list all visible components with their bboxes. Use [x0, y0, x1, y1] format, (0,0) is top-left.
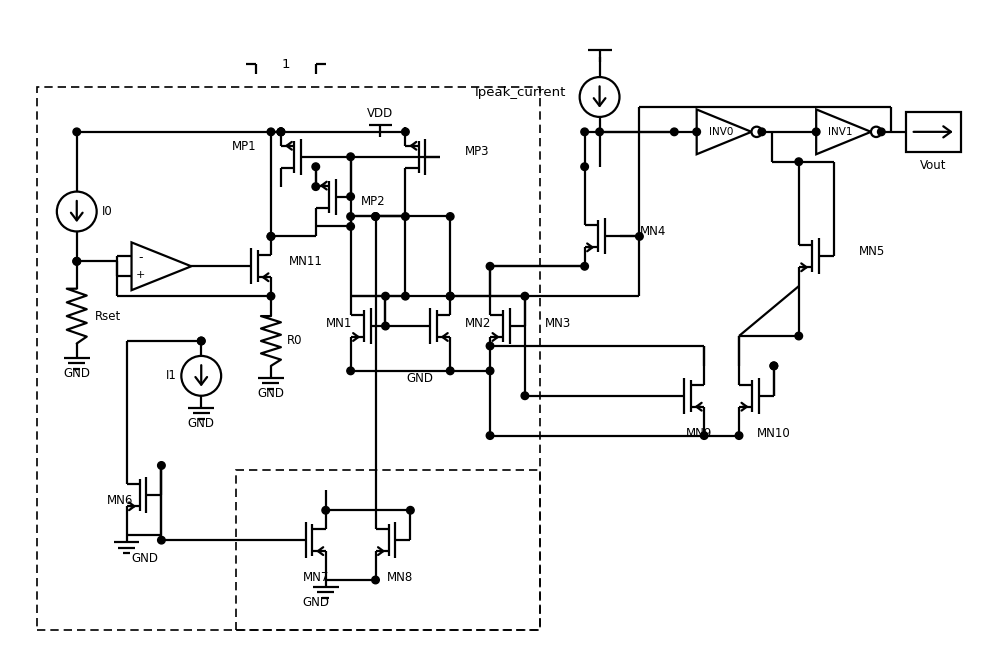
Circle shape — [73, 258, 81, 265]
Text: MN1: MN1 — [326, 317, 352, 329]
Circle shape — [277, 128, 285, 136]
Text: GND: GND — [407, 372, 434, 385]
Circle shape — [446, 293, 454, 300]
Text: INV1: INV1 — [828, 127, 853, 137]
Text: MP1: MP1 — [231, 140, 256, 153]
Circle shape — [486, 432, 494, 440]
Circle shape — [277, 128, 285, 136]
Text: GND: GND — [257, 387, 284, 401]
Text: Rset: Rset — [95, 309, 121, 323]
Circle shape — [446, 293, 454, 300]
Text: GND: GND — [132, 552, 159, 564]
Circle shape — [347, 153, 354, 160]
Circle shape — [878, 128, 885, 136]
Text: Ipeak_current: Ipeak_current — [475, 85, 566, 99]
Circle shape — [402, 213, 409, 220]
Text: MN4: MN4 — [639, 225, 666, 238]
Circle shape — [347, 193, 354, 201]
Circle shape — [795, 332, 803, 340]
Circle shape — [312, 183, 320, 191]
Text: MN5: MN5 — [859, 245, 885, 258]
Circle shape — [402, 128, 409, 136]
Circle shape — [758, 128, 766, 136]
Text: MP3: MP3 — [465, 145, 490, 158]
Circle shape — [382, 293, 389, 300]
Text: GND: GND — [188, 417, 215, 430]
Circle shape — [693, 128, 700, 136]
Text: 1: 1 — [282, 58, 290, 70]
Circle shape — [197, 338, 205, 345]
Circle shape — [581, 262, 588, 270]
Text: MP2: MP2 — [361, 195, 385, 208]
Circle shape — [812, 128, 820, 136]
Circle shape — [277, 128, 285, 136]
Circle shape — [347, 367, 354, 374]
Circle shape — [636, 233, 643, 240]
Circle shape — [486, 262, 494, 270]
Circle shape — [770, 362, 778, 370]
Text: MN10: MN10 — [757, 427, 791, 440]
Circle shape — [521, 392, 529, 399]
Circle shape — [402, 293, 409, 300]
Circle shape — [267, 233, 275, 240]
Text: Vout: Vout — [920, 159, 946, 172]
Text: MN7: MN7 — [303, 572, 329, 584]
Circle shape — [700, 432, 708, 440]
Circle shape — [521, 293, 529, 300]
Circle shape — [267, 293, 275, 300]
Circle shape — [486, 342, 494, 350]
Circle shape — [486, 367, 494, 374]
Circle shape — [795, 158, 803, 166]
Circle shape — [770, 362, 778, 370]
Text: MN9: MN9 — [686, 427, 712, 440]
Circle shape — [446, 213, 454, 220]
Text: MN2: MN2 — [465, 317, 492, 329]
Text: INV0: INV0 — [709, 127, 733, 137]
Circle shape — [73, 258, 81, 265]
Circle shape — [382, 322, 389, 330]
Text: MN8: MN8 — [387, 572, 414, 584]
Circle shape — [267, 128, 275, 136]
Text: MN6: MN6 — [107, 494, 133, 507]
Text: VDD: VDD — [367, 107, 394, 120]
Circle shape — [372, 213, 379, 220]
Circle shape — [197, 338, 205, 345]
Circle shape — [596, 128, 603, 136]
Circle shape — [312, 163, 320, 170]
Circle shape — [322, 507, 330, 514]
Circle shape — [347, 213, 354, 220]
Text: GND: GND — [302, 597, 329, 609]
Circle shape — [670, 128, 678, 136]
Text: GND: GND — [63, 367, 90, 380]
Circle shape — [581, 128, 588, 136]
Text: +: + — [136, 270, 145, 280]
Text: MN11: MN11 — [289, 255, 323, 268]
Text: I1: I1 — [165, 369, 176, 382]
Circle shape — [735, 432, 743, 440]
Text: R0: R0 — [287, 334, 302, 348]
Text: I0: I0 — [102, 205, 112, 218]
Circle shape — [446, 367, 454, 374]
Circle shape — [581, 163, 588, 170]
Circle shape — [158, 462, 165, 469]
Circle shape — [267, 233, 275, 240]
Circle shape — [407, 507, 414, 514]
Circle shape — [372, 213, 379, 220]
Text: MN3: MN3 — [545, 317, 571, 329]
Circle shape — [158, 536, 165, 544]
Text: -: - — [138, 251, 143, 264]
Circle shape — [372, 576, 379, 584]
Circle shape — [73, 128, 81, 136]
Circle shape — [347, 223, 354, 230]
